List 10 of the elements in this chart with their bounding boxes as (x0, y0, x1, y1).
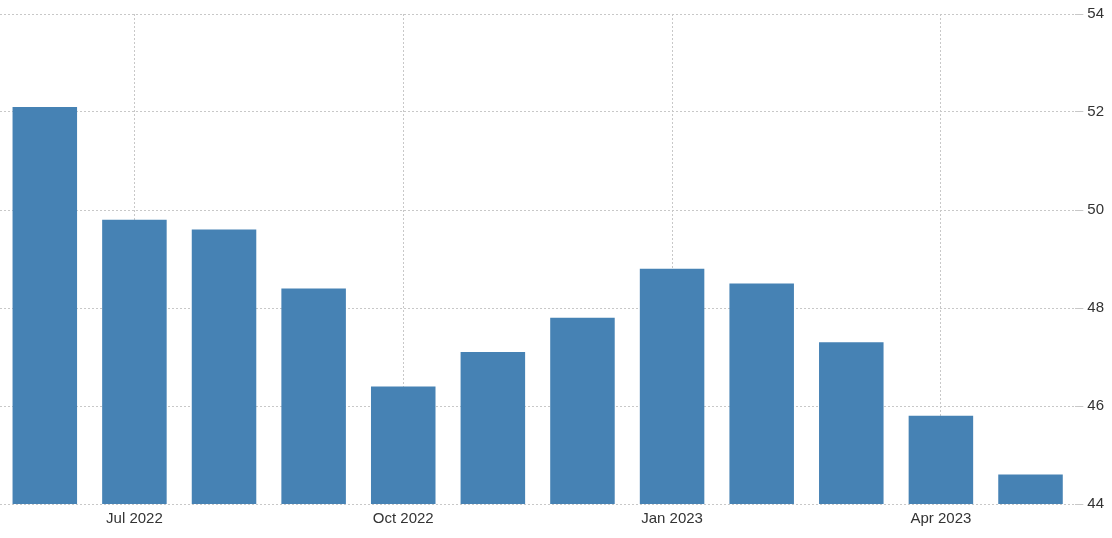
x-tick-label: Jul 2022 (106, 509, 163, 527)
y-tick-label: 48 (1087, 298, 1104, 316)
x-tick-label: Oct 2022 (372, 509, 434, 527)
y-tick-label: 46 (1087, 396, 1104, 414)
y-tick-label: 44 (1087, 494, 1104, 512)
x-tick-label: Jan 2023 (641, 509, 703, 527)
y-tick-label: 52 (1087, 102, 1104, 120)
y-tick-label: 50 (1087, 200, 1104, 218)
x-tick-label: Apr 2023 (910, 509, 972, 527)
y-tick-label: 54 (1087, 4, 1104, 22)
